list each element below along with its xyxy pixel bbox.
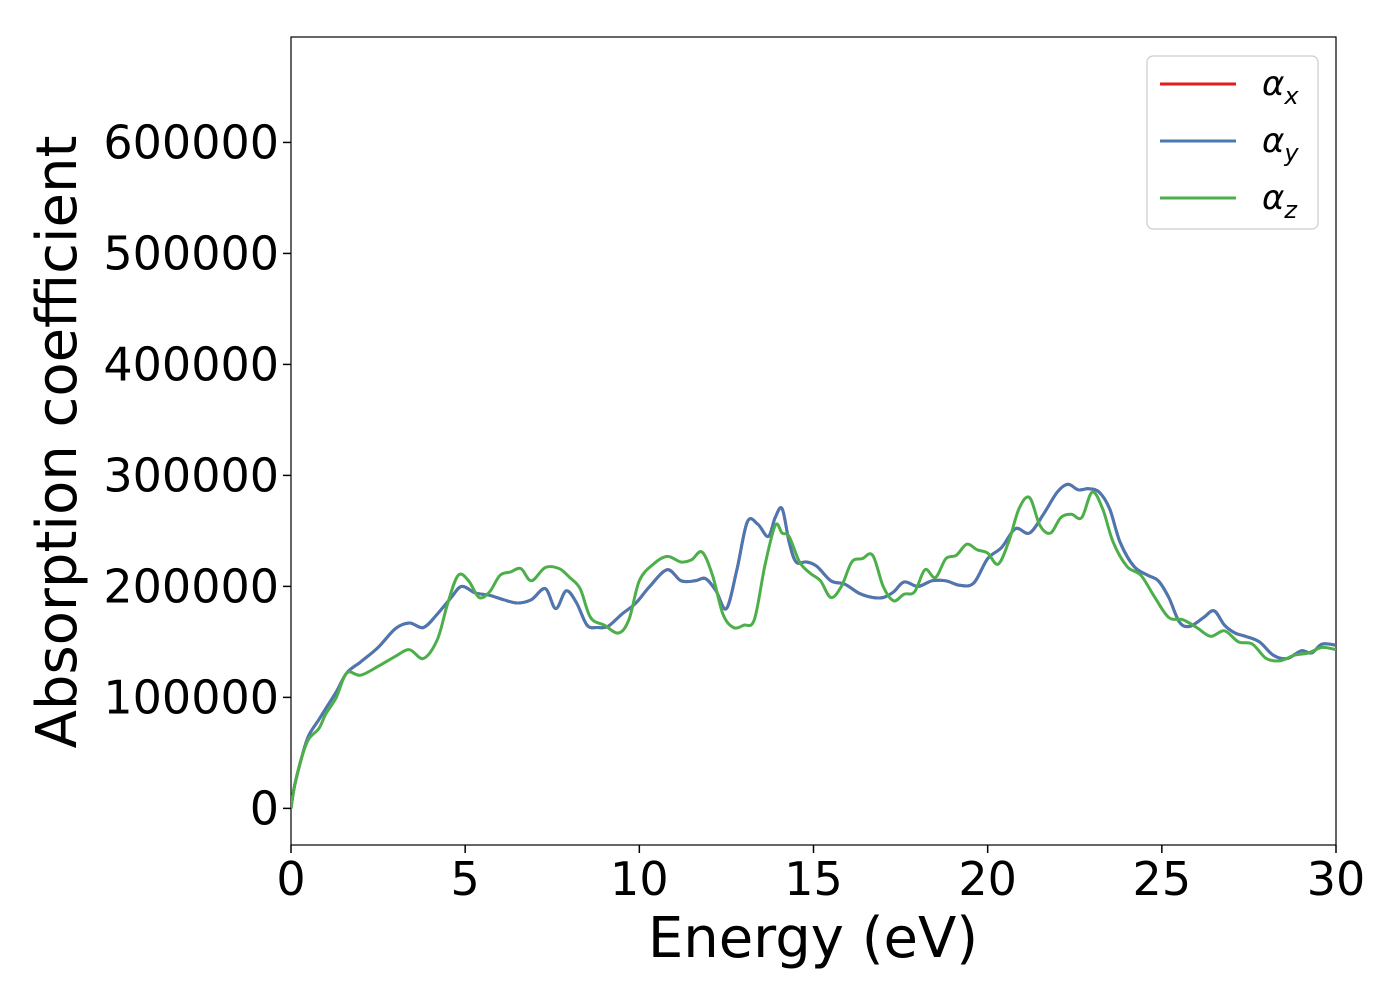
x-tick-label: 15 bbox=[784, 852, 843, 906]
y-axis-ticks: 0 100000 200000 300000 400000 500000 600000 bbox=[103, 115, 291, 835]
x-tick-label: 0 bbox=[276, 852, 305, 906]
x-tick-label: 5 bbox=[451, 852, 480, 906]
y-tick-label: 300000 bbox=[103, 448, 279, 502]
y-tick-label: 600000 bbox=[103, 115, 279, 169]
y-tick-label: 0 bbox=[250, 781, 279, 835]
x-axis-label: Energy (eV) bbox=[648, 906, 978, 971]
x-tick-label: 10 bbox=[610, 852, 669, 906]
series-line-y bbox=[291, 482, 1336, 809]
x-axis-ticks: 0 5 10 15 20 25 30 bbox=[276, 845, 1365, 906]
series-lines bbox=[291, 482, 1336, 809]
series-line-z bbox=[291, 490, 1336, 809]
y-tick-label: 100000 bbox=[103, 670, 279, 724]
series-line-x bbox=[291, 482, 1336, 809]
y-tick-label: 400000 bbox=[103, 337, 279, 391]
y-axis-label: Absorption coefficient bbox=[25, 136, 90, 749]
x-tick-label: 25 bbox=[1133, 852, 1192, 906]
y-tick-label: 200000 bbox=[103, 559, 279, 613]
x-tick-label: 20 bbox=[958, 852, 1017, 906]
x-tick-label: 30 bbox=[1307, 852, 1366, 906]
y-tick-label: 500000 bbox=[103, 226, 279, 280]
